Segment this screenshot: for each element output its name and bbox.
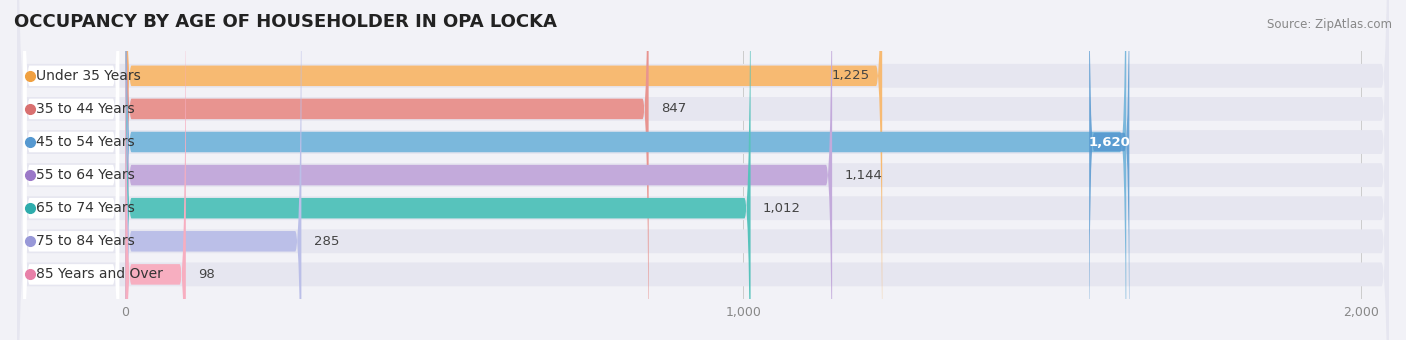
FancyBboxPatch shape — [125, 0, 832, 340]
Text: 35 to 44 Years: 35 to 44 Years — [35, 102, 135, 116]
Text: 65 to 74 Years: 65 to 74 Years — [35, 201, 135, 215]
Text: Source: ZipAtlas.com: Source: ZipAtlas.com — [1267, 18, 1392, 31]
FancyBboxPatch shape — [125, 0, 882, 340]
FancyBboxPatch shape — [17, 0, 1389, 340]
Text: 98: 98 — [198, 268, 215, 281]
Text: OCCUPANCY BY AGE OF HOUSEHOLDER IN OPA LOCKA: OCCUPANCY BY AGE OF HOUSEHOLDER IN OPA L… — [14, 13, 557, 31]
Text: 1,225: 1,225 — [832, 69, 870, 82]
FancyBboxPatch shape — [17, 0, 1389, 340]
FancyBboxPatch shape — [125, 0, 751, 340]
Text: 75 to 84 Years: 75 to 84 Years — [35, 234, 135, 248]
Text: 285: 285 — [314, 235, 339, 248]
FancyBboxPatch shape — [17, 0, 1389, 340]
FancyBboxPatch shape — [17, 0, 1389, 340]
FancyBboxPatch shape — [17, 0, 1389, 340]
Text: Under 35 Years: Under 35 Years — [35, 69, 141, 83]
FancyBboxPatch shape — [24, 0, 120, 340]
FancyBboxPatch shape — [125, 0, 301, 340]
FancyBboxPatch shape — [125, 0, 186, 340]
FancyBboxPatch shape — [24, 0, 120, 340]
FancyBboxPatch shape — [1090, 0, 1129, 340]
FancyBboxPatch shape — [24, 0, 120, 340]
Text: 1,144: 1,144 — [845, 169, 883, 182]
Text: 1,620: 1,620 — [1088, 136, 1130, 149]
FancyBboxPatch shape — [17, 0, 1389, 340]
FancyBboxPatch shape — [24, 0, 120, 340]
FancyBboxPatch shape — [17, 0, 1389, 340]
FancyBboxPatch shape — [125, 0, 1126, 340]
Text: 85 Years and Over: 85 Years and Over — [35, 267, 163, 282]
Text: 55 to 64 Years: 55 to 64 Years — [35, 168, 135, 182]
Text: 847: 847 — [661, 102, 686, 115]
Text: 45 to 54 Years: 45 to 54 Years — [35, 135, 135, 149]
FancyBboxPatch shape — [125, 0, 648, 340]
FancyBboxPatch shape — [24, 0, 120, 340]
FancyBboxPatch shape — [24, 0, 120, 340]
Text: 1,012: 1,012 — [763, 202, 801, 215]
FancyBboxPatch shape — [24, 0, 120, 340]
